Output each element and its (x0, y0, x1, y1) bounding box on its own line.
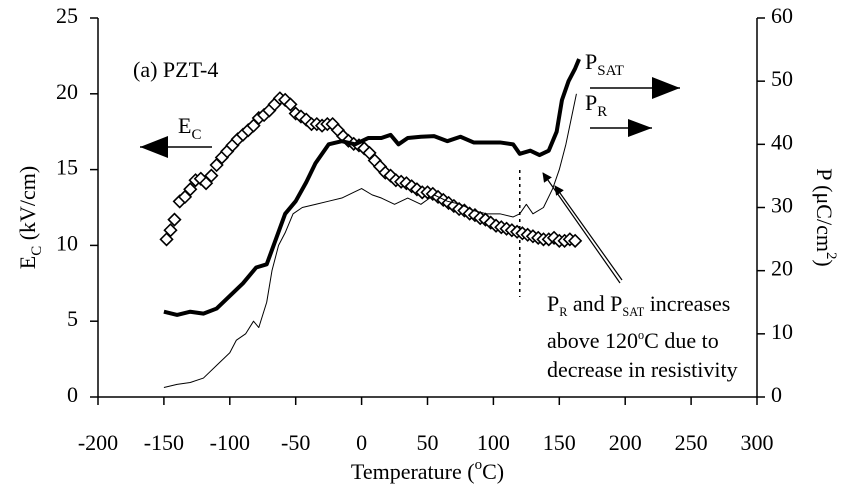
arrow-head (628, 119, 652, 137)
text-part: C) (482, 459, 504, 484)
arrow (554, 185, 623, 281)
text-part: P (547, 291, 559, 316)
diamond-marker (183, 182, 198, 197)
x-tick-label: -50 (281, 430, 310, 455)
arrow-head (140, 136, 168, 158)
y2-tick-label: 0 (771, 382, 782, 407)
subscript: C (191, 127, 201, 143)
y-tick-label: 20 (56, 79, 78, 104)
diamond-marker (204, 168, 219, 183)
annotation: decrease in resistivity (547, 357, 738, 382)
series-label: PSAT (585, 49, 624, 79)
x-tick-label: -150 (144, 430, 184, 455)
subscript: C (29, 246, 45, 256)
y-tick-label: 0 (67, 382, 78, 407)
diamond-marker (167, 212, 182, 227)
diamond-marker (283, 97, 298, 112)
arrow-head (652, 77, 680, 99)
diamond-marker (163, 223, 178, 238)
text-part: ) (812, 259, 837, 266)
text-part: (kV/cm) (15, 166, 40, 246)
x-tick-label: 50 (417, 430, 439, 455)
text-part: above 120 (547, 328, 638, 353)
y2-tick-label: 50 (771, 66, 793, 91)
text-part: decrease in resistivity (547, 357, 738, 382)
superscript: o (475, 457, 482, 473)
chart-title: (a) PZT-4 (133, 57, 218, 82)
x-axis-label: Temperature (oC) (351, 457, 504, 484)
y-tick-label: 15 (56, 155, 78, 180)
y-tick-label: 5 (67, 306, 78, 331)
x-tick-label: -200 (78, 430, 118, 455)
series-line (163, 93, 577, 389)
x-tick-label: 250 (675, 430, 708, 455)
y2-tick-label: 20 (771, 256, 793, 281)
annotation: above 120oC due to (547, 328, 719, 353)
text-part: E (178, 113, 191, 138)
annotation: PR and PSAT increases (547, 291, 730, 319)
y2-tick-label: 30 (771, 193, 793, 218)
x-tick-label: 100 (477, 430, 510, 455)
x-tick-label: 300 (741, 430, 774, 455)
series-label: PR (585, 90, 607, 120)
x-tick-label: 0 (356, 430, 367, 455)
superscript: 2 (823, 252, 839, 259)
subscript: SAT (622, 305, 644, 319)
series-line (163, 58, 581, 317)
x-tick-label: 200 (609, 430, 642, 455)
subscript: R (559, 305, 568, 319)
subscript: SAT (597, 63, 624, 79)
y-axis-label: EC (kV/cm) (15, 166, 45, 269)
y2-tick-label: 40 (771, 129, 793, 154)
diamond-marker (567, 233, 583, 248)
y2-tick-label: 60 (771, 3, 793, 28)
series-label: EC (178, 113, 201, 143)
arrow (542, 172, 621, 284)
text-part: and P (567, 291, 622, 316)
y-tick-label: 25 (56, 3, 78, 28)
text-part: E (15, 256, 40, 269)
text-part: P (μC/cm (812, 168, 837, 252)
text-part: Temperature ( (351, 459, 475, 484)
text-part: P (585, 49, 597, 74)
y-tick-label: 10 (56, 230, 78, 255)
superscript: o (638, 328, 644, 342)
y2-tick-label: 10 (771, 319, 793, 344)
text-part: P (585, 90, 597, 115)
subscript: R (597, 104, 607, 120)
text-part: C due to (644, 328, 719, 353)
x-tick-label: -100 (210, 430, 250, 455)
text-part: increases (644, 291, 730, 316)
y2-axis-label: P (μC/cm2) (812, 168, 839, 267)
x-tick-label: 150 (543, 430, 576, 455)
arrows (140, 77, 680, 284)
